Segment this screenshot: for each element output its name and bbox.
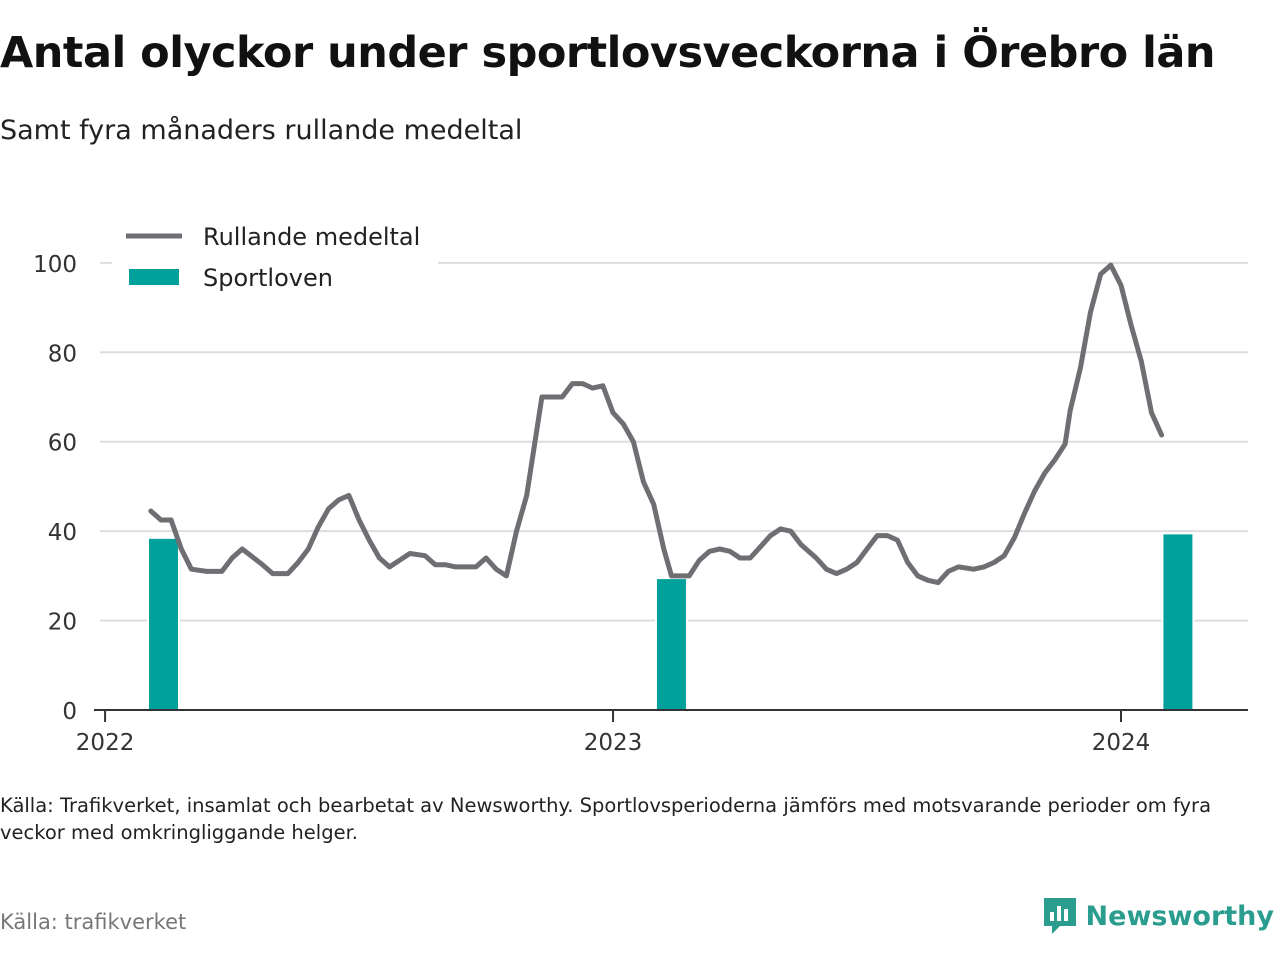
legend-label: Sportloven: [203, 264, 333, 292]
y-tick-label: 60: [48, 431, 77, 457]
legend-background: [112, 218, 438, 302]
y-tick-label: 40: [48, 520, 77, 546]
legend-label: Rullande medeltal: [203, 223, 420, 251]
chart-title: Antal olyckor under sportlovsveckorna i …: [0, 28, 1216, 78]
chart: 0 20 40 60 80 100 2022 2023 2024 Rullande medelt…: [33, 218, 1248, 756]
bar-sportloven: [654, 577, 688, 711]
legend-swatch-bar: [129, 269, 179, 285]
newsworthy-logo-icon: [1043, 898, 1076, 934]
y-tick-label: 0: [62, 699, 77, 725]
x-tick-label: 2024: [1092, 730, 1151, 756]
grid-lines: [100, 261, 1248, 622]
y-tick-label: 80: [48, 341, 77, 367]
bar-sportloven: [146, 536, 180, 711]
footnote: Källa: Trafikverket, insamlat och bearbe…: [0, 794, 1212, 844]
axes: 0 20 40 60 80 100 2022 2023 2024: [33, 252, 1248, 756]
source-label: Källa: trafikverket: [0, 910, 187, 934]
line-rullande-medeltal: [148, 262, 1165, 586]
brand-logo[interactable]: Newsworthy: [1042, 896, 1274, 936]
brand-name: Newsworthy: [1085, 900, 1274, 932]
x-tick-label: 2022: [76, 730, 135, 756]
y-tick-label: 20: [48, 610, 77, 636]
bar-series: [146, 532, 1195, 712]
y-tick-label: 100: [33, 252, 77, 278]
chart-subtitle: Samt fyra månaders rullande medeltal: [0, 115, 523, 146]
x-tick-label: 2023: [584, 730, 643, 756]
line-series: [148, 262, 1165, 586]
legend: Rullande medeltal Sportloven: [112, 218, 438, 302]
bar-sportloven: [1161, 532, 1195, 712]
